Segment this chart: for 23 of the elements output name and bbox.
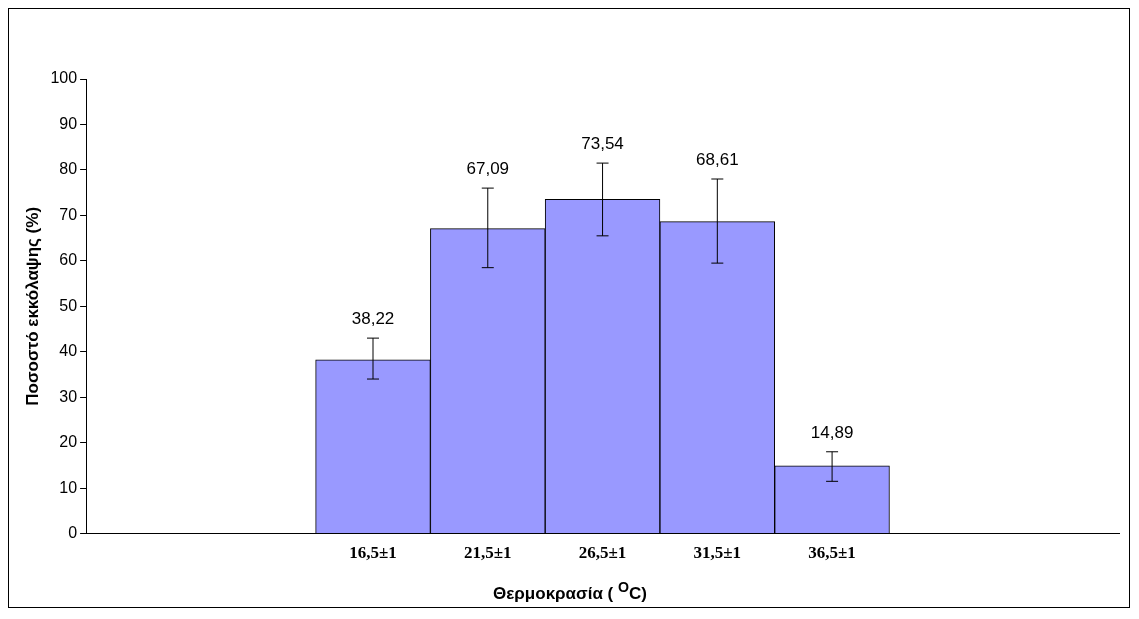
- data-label: 14,89: [810, 422, 854, 442]
- data-label: 38,22: [351, 309, 395, 329]
- x-axis-title: Θερμοκρασία ( $^{O}$C): [492, 579, 648, 604]
- data-label: 68,61: [696, 150, 739, 170]
- y-tick-label: 0: [68, 524, 78, 542]
- x-tick-label: 26,5±1: [578, 543, 627, 563]
- y-tick-label: 10: [59, 478, 78, 496]
- x-tick-label: 36,5±1: [808, 543, 856, 563]
- y-tick-label: 80: [59, 160, 78, 178]
- x-tick-label: 31,5±1: [693, 543, 742, 563]
- y-tick-label: 50: [59, 296, 78, 314]
- y-tick-label: 30: [59, 387, 78, 405]
- x-tick-label: 16,5±1: [349, 543, 397, 563]
- y-tick-label: 40: [59, 342, 78, 360]
- y-axis-title: Ποσοστό εκκόλαψης (%): [22, 206, 42, 406]
- y-tick-label: 90: [59, 114, 78, 132]
- y-tick-label: 20: [59, 433, 78, 451]
- data-label: 73,54: [581, 134, 624, 154]
- x-tick-label: 21,5±1: [463, 543, 512, 563]
- data-label: 67,09: [466, 159, 510, 179]
- y-tick-label: 70: [59, 205, 78, 223]
- y-tick-label: 100: [50, 69, 78, 87]
- y-tick-label: 60: [59, 251, 78, 269]
